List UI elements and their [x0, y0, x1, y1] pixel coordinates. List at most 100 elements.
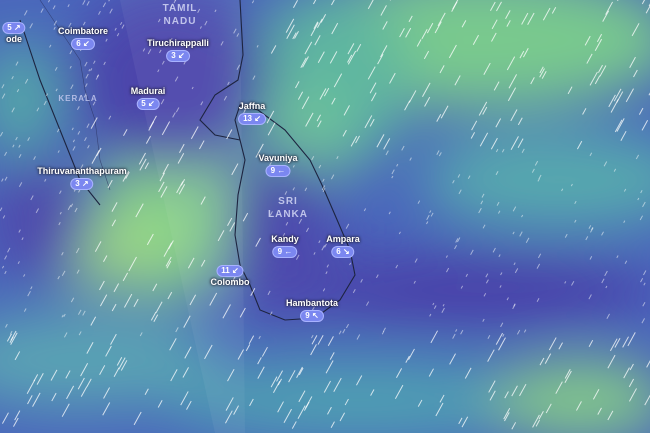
wind-particle: [564, 281, 567, 284]
wind-particle: [399, 28, 405, 38]
city-marker-jaffna[interactable]: Jaffna 13 ↙: [238, 101, 266, 125]
city-marker-kandy[interactable]: Kandy 9 ←: [271, 234, 299, 258]
wind-particle: [61, 270, 66, 277]
city-marker-tiruchirappalli[interactable]: Tiruchirappalli 3 ↙: [147, 38, 209, 62]
wind-particle: [314, 35, 321, 46]
wind-particle: [2, 215, 6, 219]
wind-particle: [209, 292, 218, 306]
wind-speed-badge[interactable]: 13 ↙: [238, 113, 266, 125]
wind-particle: [30, 195, 34, 201]
wind-particle: [174, 76, 179, 82]
wind-particle: [319, 88, 327, 100]
wind-particle: [548, 337, 557, 351]
wind-particle: [316, 18, 323, 28]
wind-particle: [14, 410, 21, 421]
city-marker-hambantota[interactable]: Hambantota 9 ↖: [286, 298, 338, 322]
wind-particle: [440, 105, 449, 119]
wind-speed: 3: [75, 179, 80, 188]
wind-particle: [80, 363, 89, 377]
wind-particle: [512, 206, 517, 212]
wind-particle: [18, 144, 21, 148]
wind-particle: [501, 148, 505, 153]
city-marker-colombo[interactable]: 11 ↙ Colombo: [211, 263, 250, 287]
wind-speed-badge[interactable]: 6 ↙: [71, 38, 95, 50]
wind-particle: [310, 344, 317, 356]
wind-particle: [542, 7, 551, 21]
wind-particle: [226, 129, 233, 140]
wind-particle: [313, 252, 316, 255]
wind-particle: [144, 388, 149, 395]
wind-particle: [311, 334, 314, 339]
wind-speed-badge[interactable]: 9 ←: [272, 246, 298, 258]
wind-particle: [567, 86, 573, 95]
wind-particle: [59, 211, 62, 215]
wind-particle: [311, 335, 318, 345]
wind-speed-badge[interactable]: 5 ↙: [136, 98, 160, 110]
region-label-tamil-nadu: TAMIL NADU: [162, 3, 198, 27]
wind-speed-badge[interactable]: 11 ↙: [216, 265, 244, 277]
wind-particle: [1, 412, 9, 424]
wind-speed-badge[interactable]: 6 ↘: [331, 246, 355, 258]
wind-particle: [277, 378, 282, 386]
wind-particle: [10, 332, 18, 345]
wind-particle: [493, 81, 500, 91]
wind-particle: [76, 269, 80, 274]
wind-particle: [204, 20, 208, 26]
wind-particle: [133, 298, 139, 308]
wind-speed-badge[interactable]: 9 ←: [265, 165, 291, 177]
wind-particle: [187, 257, 195, 269]
wind-particle: [120, 360, 128, 371]
wind-particle: [607, 354, 616, 369]
wind-particle: [135, 203, 144, 218]
wind-particle: [401, 145, 405, 151]
city-marker-ampara[interactable]: Ampara 6 ↘: [326, 234, 360, 258]
wind-particle: [500, 322, 504, 328]
wind-speed-badge[interactable]: 3 ↗: [70, 178, 94, 190]
wind-particle: [333, 377, 342, 393]
wind-particle: [175, 107, 180, 113]
wind-particle: [305, 227, 310, 233]
wind-particle: [343, 105, 350, 116]
wind-particle: [323, 380, 331, 393]
wind-particle: [85, 73, 89, 79]
wind-particle: [521, 12, 529, 25]
city-marker-thiruvananthapuram[interactable]: Thiruvananthapuram 3 ↗: [37, 166, 127, 190]
wind-speed-badge[interactable]: 5 ↗: [2, 22, 26, 34]
wind-particle: [457, 174, 461, 178]
wind-particle: [429, 313, 432, 317]
wind-particle: [336, 156, 339, 160]
wind-particle: [111, 303, 117, 312]
wind-particle: [182, 367, 189, 378]
wind-particle: [277, 401, 284, 413]
wind-direction-icon: ←: [284, 247, 293, 256]
wind-particle: [152, 283, 158, 292]
city-marker-madurai[interactable]: Madurai 5 ↙: [131, 86, 165, 110]
wind-particle: [538, 174, 542, 180]
wind-particle: [257, 366, 265, 379]
wind-particle: [297, 91, 304, 100]
wind-particle: [561, 188, 564, 192]
wind-particle: [539, 66, 544, 74]
wind-particle: [318, 164, 322, 169]
wind-speed: 13: [243, 114, 252, 123]
wind-particle: [555, 381, 563, 394]
wind-particle: [489, 390, 496, 401]
wind-particle: [628, 388, 637, 402]
wind-particle: [61, 403, 70, 417]
wind-particle: [633, 69, 638, 78]
wind-particle: [4, 255, 8, 260]
wind-particle: [227, 81, 230, 86]
wind-particle: [50, 369, 58, 381]
wind-particle: [433, 305, 437, 309]
wind-speed-badge[interactable]: 3 ↙: [166, 50, 190, 62]
city-marker-coimbatore[interactable]: Coimbatore 6 ↙: [58, 26, 108, 50]
wind-particle: [123, 293, 133, 308]
wind-speed-badge[interactable]: 9 ↖: [300, 310, 324, 322]
city-marker-vavuniya[interactable]: Vavuniya 9 ←: [258, 153, 298, 177]
wind-particle: [614, 119, 623, 133]
city-marker-kozhikode[interactable]: 5 ↗ ode: [2, 20, 26, 44]
wind-particle: [256, 45, 259, 48]
wind-particle: [571, 280, 575, 286]
wind-particle: [227, 368, 235, 382]
